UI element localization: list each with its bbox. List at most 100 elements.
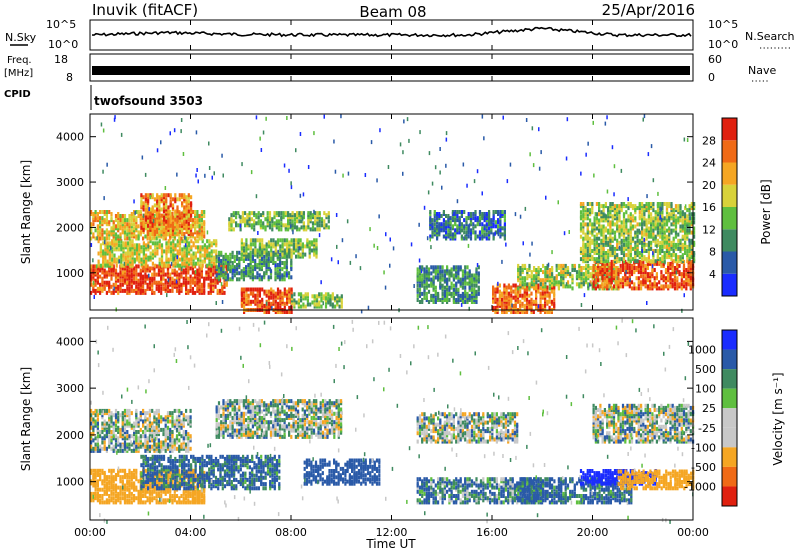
heatmap-cell	[122, 255, 125, 260]
heatmap-cell	[265, 252, 268, 257]
heatmap-cell	[579, 214, 583, 219]
heatmap-cell	[311, 215, 315, 220]
heatmap-cell	[642, 268, 645, 272]
heatmap-cell	[690, 216, 693, 221]
heatmap-cell	[156, 241, 159, 246]
heatmap-cell	[172, 251, 175, 256]
heatmap-cell	[318, 300, 321, 305]
heatmap-cell	[185, 227, 188, 232]
heatmap-cell	[589, 240, 592, 245]
heatmap-cell	[271, 306, 273, 311]
heatmap-cell	[148, 286, 151, 291]
heatmap-cell	[460, 210, 463, 214]
heatmap-cell	[609, 228, 612, 233]
heatmap-cell	[122, 263, 125, 268]
heatmap-cell	[267, 275, 270, 280]
heatmap-cell	[311, 300, 314, 305]
heatmap-cell	[496, 301, 499, 306]
heatmap-cell	[621, 280, 625, 285]
heatmap-cell	[562, 263, 565, 268]
heatmap-cell	[320, 219, 324, 224]
heatmap-cell	[604, 251, 607, 255]
heatmap-cell	[181, 201, 184, 206]
heatmap-cell	[286, 289, 289, 294]
heatmap-cell	[641, 204, 644, 209]
heatmap-cell	[173, 282, 176, 287]
heatmap-cell	[625, 253, 628, 258]
heatmap-cell	[585, 270, 588, 275]
heatmap-cell	[490, 220, 493, 225]
heatmap-cell	[281, 267, 284, 272]
heatmap-cell	[206, 247, 209, 252]
heatmap-cell	[687, 278, 690, 283]
heatmap-cell	[117, 216, 120, 221]
heatmap-cell	[133, 230, 136, 235]
heatmap-cell	[120, 259, 123, 264]
heatmap-cell	[290, 181, 292, 186]
heatmap-cell	[153, 272, 156, 277]
heatmap-cell	[94, 268, 97, 273]
heatmap-cell	[582, 236, 585, 241]
heatmap-cell	[194, 245, 197, 250]
heatmap-cell	[627, 240, 630, 245]
heatmap-cell	[668, 212, 671, 217]
heatmap-cell	[135, 264, 138, 269]
heatmap-cell	[160, 274, 163, 279]
heatmap-cell	[613, 204, 617, 209]
heatmap-cell	[272, 238, 275, 243]
heatmap-cell	[607, 206, 610, 211]
heatmap-cell	[425, 277, 428, 282]
heatmap-cell	[650, 259, 653, 264]
heatmap-cell	[598, 224, 601, 229]
heatmap-cell	[659, 249, 662, 253]
heatmap-cell	[270, 242, 273, 247]
heatmap-cell	[175, 272, 179, 277]
heatmap-cell	[408, 138, 410, 143]
heatmap-cell	[108, 230, 111, 235]
freq-left-tick-bottom: 8	[66, 71, 73, 84]
heatmap-cell	[144, 234, 147, 239]
heatmap-cell	[653, 284, 656, 289]
heatmap-cell	[587, 270, 590, 275]
heatmap-cell	[274, 267, 277, 272]
heatmap-cell	[613, 222, 617, 227]
heatmap-cell	[476, 263, 479, 267]
heatmap-cell	[447, 228, 450, 233]
heatmap-cell	[609, 238, 612, 243]
heatmap-cell	[586, 249, 589, 253]
heatmap-cell	[589, 202, 592, 206]
heatmap-cell	[591, 224, 594, 229]
heatmap-cell	[101, 270, 104, 275]
heatmap-cell	[160, 216, 163, 221]
heatmap-cell	[668, 204, 671, 209]
heatmap-cell	[265, 289, 268, 294]
heatmap-cell	[305, 225, 308, 230]
heatmap-cell	[687, 282, 690, 287]
heatmap-cell	[325, 215, 328, 220]
heatmap-cell	[658, 286, 661, 291]
heatmap-cell	[656, 214, 659, 219]
heatmap-cell	[146, 264, 149, 269]
heatmap-cell	[198, 268, 201, 273]
noise-left-tick-bottom: 10^0	[48, 38, 78, 51]
heatmap-cell	[272, 242, 275, 247]
heatmap-cell	[247, 287, 250, 292]
heatmap-cell	[668, 253, 671, 258]
heatmap-cell	[278, 271, 282, 276]
heatmap-cell	[169, 282, 172, 287]
heatmap-cell	[661, 234, 664, 239]
heatmap-cell	[542, 263, 545, 268]
heatmap-cell	[108, 236, 111, 241]
heatmap-cell	[276, 263, 279, 267]
heatmap-cell	[652, 204, 655, 209]
heatmap-cell	[523, 297, 526, 302]
heatmap-cell	[571, 274, 574, 279]
heatmap-cell	[155, 280, 158, 285]
heatmap-cell	[151, 227, 154, 232]
heatmap-cell	[647, 152, 650, 157]
heatmap-cell	[288, 305, 291, 310]
heatmap-cell	[249, 275, 252, 280]
heatmap-cell	[185, 270, 188, 275]
heatmap-cell	[475, 300, 478, 304]
heatmap-cell	[114, 236, 118, 241]
